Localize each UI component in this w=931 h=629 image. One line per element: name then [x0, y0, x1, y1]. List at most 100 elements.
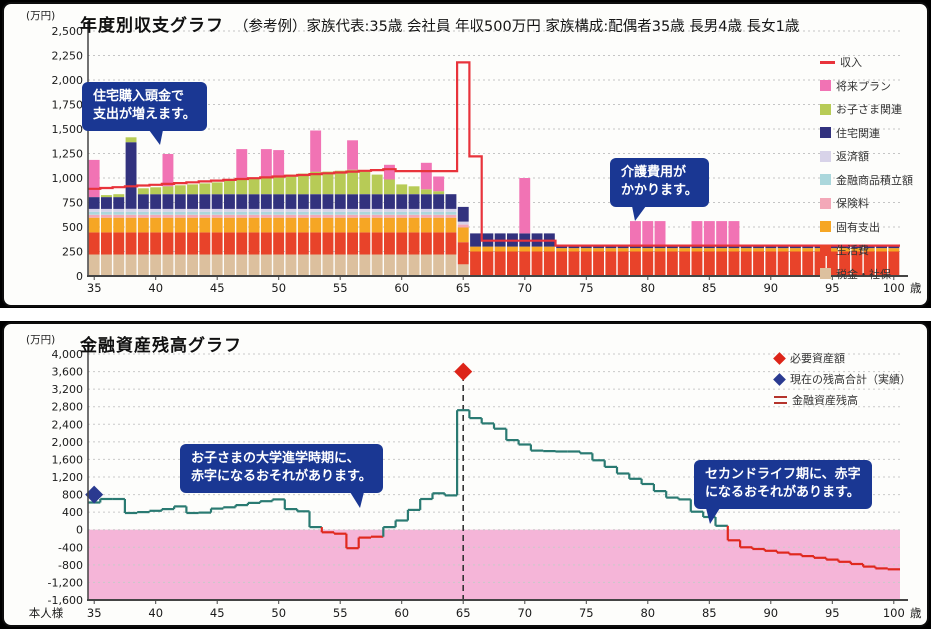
annual-balance-chart-svg: 0 250 500 750 1,000 1,250 1,500 1,750 2,000 2,250…	[52, 21, 922, 295]
svg-text:60: 60	[394, 606, 409, 620]
svg-text:3,600: 3,600	[52, 366, 84, 379]
legend-label: 金融商品積立額	[836, 173, 913, 187]
legend-label: 将来プラン	[836, 79, 891, 93]
gridlines	[88, 30, 900, 252]
svg-text:85: 85	[702, 281, 717, 295]
legend-label: 収入	[840, 56, 862, 69]
svg-text:95: 95	[825, 281, 840, 295]
annotation-second-life-deficit: セカンドライフ期に、赤字 になるおそれがあります。	[694, 460, 872, 525]
svg-text:75: 75	[579, 281, 594, 295]
legend-label: 返済額	[836, 150, 869, 163]
svg-text:45: 45	[210, 281, 225, 295]
legend-item: 保険料	[820, 195, 913, 211]
svg-text:-1,200: -1,200	[48, 576, 83, 589]
legend-swatch-square	[820, 221, 831, 232]
svg-text:400: 400	[62, 506, 83, 519]
svg-text:80: 80	[640, 606, 655, 620]
annual-chart-title-row: 年度別収支グラフ （参考例）家族代表:35歳 会社員 年収500万円 家族構成:…	[80, 11, 799, 36]
legend-swatch-square	[820, 197, 831, 209]
svg-text:50: 50	[271, 281, 286, 295]
svg-text:1,250: 1,250	[52, 148, 84, 161]
svg-text:歳: 歳	[910, 606, 922, 620]
svg-text:歳: 歳	[910, 281, 922, 295]
x-axis-labels: 35 40 45 50 55 60 65 70 75 80 85 90 95 100 歳 本人様	[29, 600, 922, 620]
legend-swatch-diamond	[773, 351, 786, 365]
svg-text:95: 95	[825, 606, 840, 620]
svg-text:3,200: 3,200	[52, 383, 84, 396]
annotation-text-line: になるおそれがあります。	[705, 485, 860, 501]
legend-label: 保険料	[836, 197, 869, 210]
svg-text:2,000: 2,000	[52, 74, 84, 87]
svg-text:55: 55	[333, 281, 348, 295]
legend-swatch-dlines	[774, 396, 787, 404]
svg-text:90: 90	[763, 281, 778, 295]
annual-chart-subtitle: （参考例）家族代表:35歳 会社員 年収500万円 家族構成:配偶者35歳 長男…	[234, 19, 800, 35]
svg-text:2,250: 2,250	[52, 50, 84, 63]
svg-text:1,000: 1,000	[52, 172, 84, 185]
legend-label: 現在の残高合計（実績）	[790, 373, 911, 386]
svg-text:2,800: 2,800	[52, 401, 84, 414]
svg-text:1,200: 1,200	[52, 471, 84, 484]
svg-text:85: 85	[702, 606, 717, 620]
legend-swatch-line	[820, 60, 835, 64]
annual-chart-title: 年度別収支グラフ	[80, 16, 224, 36]
legend-item: 現在の残高合計（実績）	[773, 371, 911, 387]
annotation-text-line: 赤字になるおそれがあります。	[191, 469, 372, 485]
asset-chart-legend: 必要資産額現在の残高合計（実績） 金融資産残高	[773, 350, 911, 408]
svg-text:45: 45	[210, 606, 225, 620]
x-axis-person-label: 本人様	[29, 606, 64, 620]
asset-balance-step-line	[88, 409, 900, 571]
svg-text:0: 0	[76, 270, 83, 283]
legend-swatch-diamond	[773, 372, 786, 386]
annual-balance-panel: (万円) 年度別収支グラフ （参考例）家族代表:35歳 会社員 年収500万円 …	[2, 2, 929, 307]
legend-swatch-square	[820, 80, 831, 91]
svg-text:50: 50	[271, 606, 286, 620]
svg-text:65: 65	[456, 281, 471, 295]
svg-text:35: 35	[87, 281, 102, 295]
legend-label: お子さま関連	[836, 103, 902, 116]
svg-text:-800: -800	[58, 559, 83, 572]
legend-item: お子さま関連	[820, 101, 913, 117]
svg-text:55: 55	[333, 606, 348, 620]
y-axis-unit-label: (万円)	[26, 10, 56, 22]
svg-text:80: 80	[640, 281, 655, 295]
legend-item: 住宅関連	[820, 125, 913, 141]
svg-text:500: 500	[62, 221, 83, 234]
expense-bars	[88, 130, 900, 276]
svg-text:4,000: 4,000	[52, 348, 84, 361]
annotation-text-line: お子さまの大学進学時期に、	[191, 451, 360, 466]
legend-item: 税金・社保	[820, 266, 913, 282]
svg-text:60: 60	[394, 281, 409, 295]
svg-text:100: 100	[883, 281, 905, 295]
asset-chart-title-row: 金融資産残高グラフ	[80, 331, 242, 356]
legend-label: 固有支出	[836, 220, 880, 234]
panel-gap	[0, 308, 931, 321]
svg-text:75: 75	[579, 606, 594, 620]
svg-text:40: 40	[148, 281, 163, 295]
legend-swatch-square	[820, 268, 831, 279]
legend-swatch-square	[820, 174, 831, 185]
legend-item: 金融資産残高	[774, 392, 911, 408]
annotation-text-line: 住宅購入頭金で	[93, 89, 185, 104]
annotation-text-line: 介護費用が	[621, 165, 687, 180]
y-axis-unit-label: (万円)	[26, 334, 56, 346]
annotation-college-deficit: お子さまの大学進学時期に、 赤字になるおそれがあります。	[180, 444, 383, 509]
annotation-house-downpayment: 住宅購入頭金で 支出が増えます。	[82, 82, 207, 146]
legend-item: 固有支出	[820, 219, 913, 235]
svg-text:100: 100	[883, 606, 905, 620]
legend-item: 将来プラン	[820, 78, 913, 94]
svg-text:70: 70	[517, 606, 532, 620]
svg-text:1,600: 1,600	[52, 453, 84, 466]
legend-item: 必要資産額	[773, 350, 911, 366]
asset-balance-chart-svg: -1,600 -1,200 -800 -400 0 400 800 1,200 1,600 2,0…	[29, 342, 922, 620]
svg-text:40: 40	[148, 606, 163, 620]
annual-chart-legend: 収入 将来プラン お子さま関連 住宅関連 返済額 金融商品積立額 保険料 固有支出 生活費 税金・…	[820, 54, 913, 282]
asset-chart-title: 金融資産残高グラフ	[80, 336, 242, 356]
svg-text:1,500: 1,500	[52, 123, 84, 136]
svg-text:65: 65	[456, 606, 471, 620]
annotation-care-cost: 介護費用が かかります。	[610, 158, 709, 222]
legend-swatch-square	[820, 150, 831, 162]
svg-text:35: 35	[87, 606, 102, 620]
svg-text:2,000: 2,000	[52, 436, 84, 449]
